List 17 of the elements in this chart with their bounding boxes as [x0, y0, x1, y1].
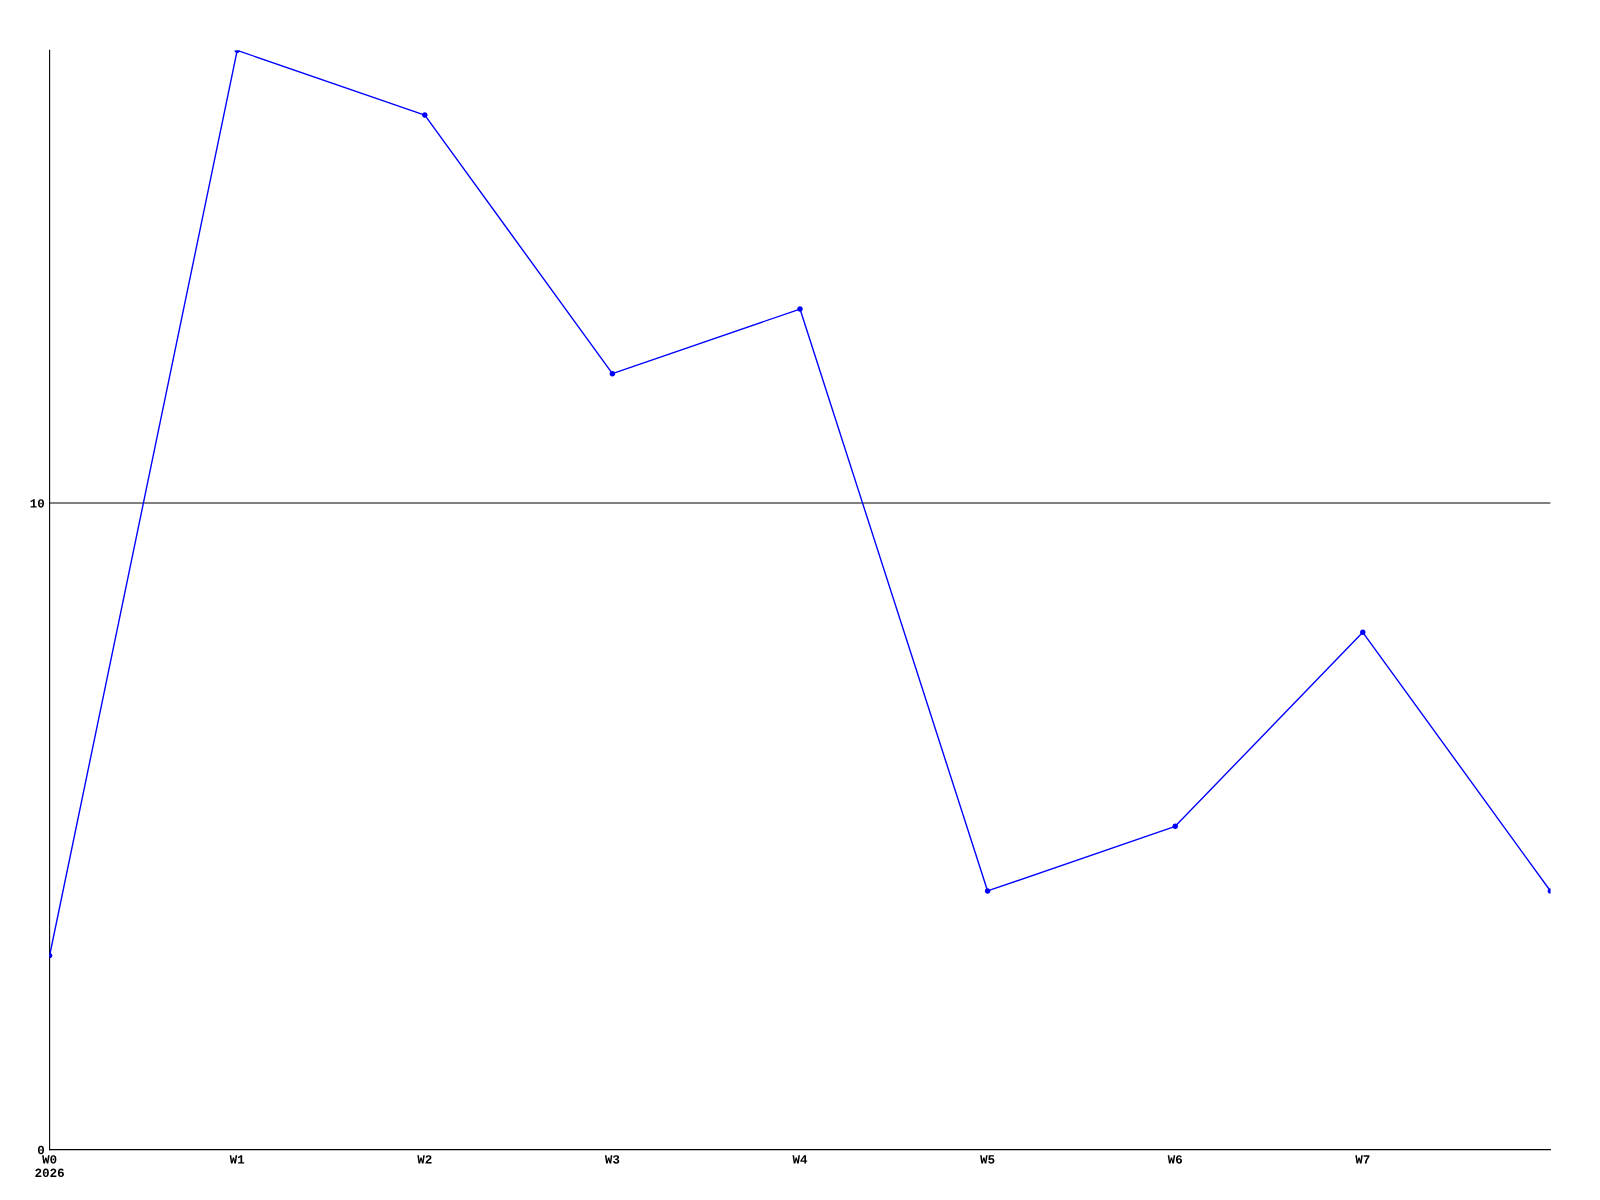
x-tick-label: W3 — [604, 1155, 620, 1164]
point — [797, 306, 803, 312]
point — [1360, 629, 1366, 636]
x-tick-label: W6 — [1167, 1155, 1182, 1164]
y-tick-label: 10 — [30, 499, 45, 508]
x-tick-label: W1 — [229, 1155, 245, 1164]
point — [422, 112, 428, 118]
x-tick-label: W7 — [1355, 1155, 1370, 1164]
x-tick-label: W2 — [417, 1155, 432, 1164]
x-tick-label: W5 — [980, 1155, 995, 1164]
point — [1172, 823, 1178, 830]
point — [984, 888, 991, 894]
x-tick-label: W0 2026 — [35, 1155, 64, 1178]
y-tick-label: 0 — [37, 1145, 45, 1155]
point — [1547, 888, 1551, 894]
point — [609, 370, 616, 377]
x-tick-label: W4 — [792, 1155, 808, 1164]
